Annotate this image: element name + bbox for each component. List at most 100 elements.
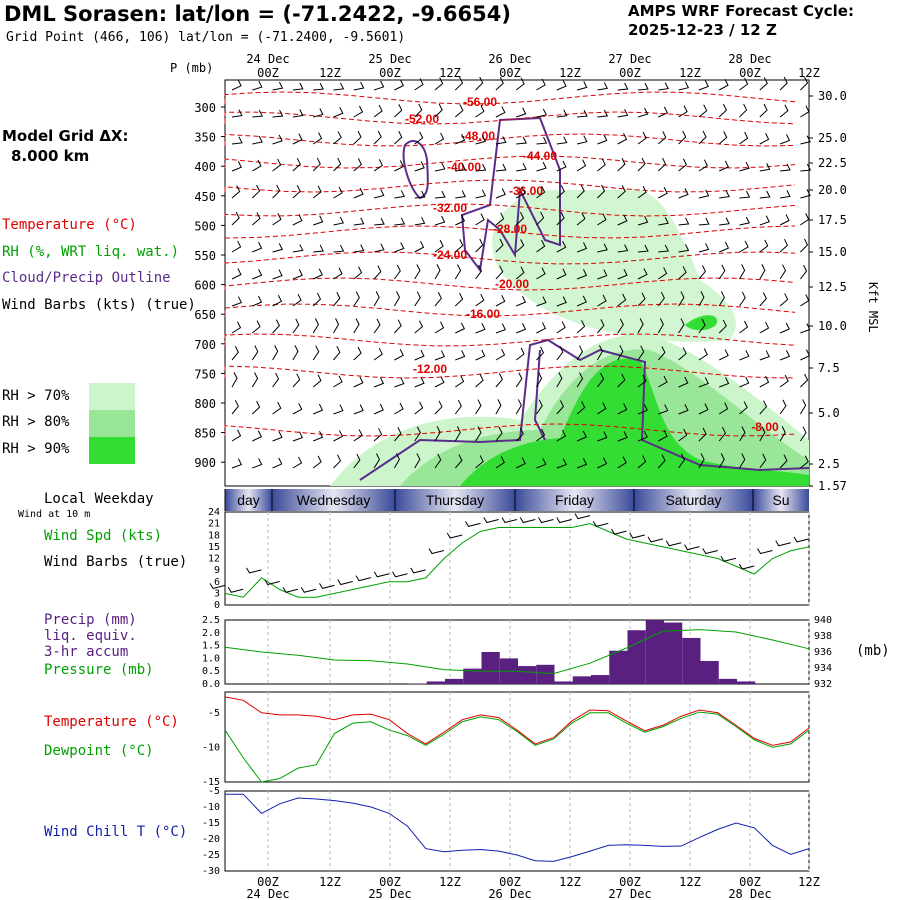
wind-barb [455,190,466,199]
wind-barb [373,80,385,91]
wind-barb [698,265,706,280]
bottom-date-label: 27 Dec [608,887,651,900]
wind-barb [617,157,626,172]
wind-barb [800,135,811,145]
wind-barb [495,188,506,199]
pressure-tick-label: 850 [194,427,216,441]
windchill-tick: -5 [208,786,220,797]
wind-barb [373,189,385,199]
wind-barb [576,159,587,172]
temperature-tick: -5 [208,708,220,719]
wind-barb [556,458,567,469]
wind-barb [353,158,363,172]
pressure-tick: 938 [814,631,832,642]
precip-bar [408,683,427,684]
precip-bar [737,681,756,684]
bottom-date-label: 24 Dec [246,887,289,900]
pressure-tick-label: 900 [194,456,216,470]
isotherm-line [224,133,796,147]
wind-barb [556,400,564,415]
wind-barb [353,404,364,415]
wind-barb [658,244,670,253]
wind-barb [780,163,791,172]
surface-wind-barb [720,555,737,562]
surface-wind-barb [209,583,226,589]
wind-barb [454,454,463,469]
wind-barb [252,135,263,145]
isotherm-label: -52.00 [405,112,439,126]
surface-wind-barb [702,548,718,555]
pressure-tick-label: 500 [194,219,216,233]
wind-barb [333,244,345,253]
precip-bar [664,622,683,684]
wind-barb [333,346,341,361]
wind-barb [637,107,649,118]
wind-barb [698,80,709,91]
wind-barb [678,81,690,91]
height-tick-label: 12.5 [818,280,847,294]
legend-temperature: Temperature (°C) [2,217,137,233]
wind-barb [292,109,304,118]
wind-barb [313,82,324,91]
wind-barb [333,131,342,145]
model-grid-value: 8.000 km [11,147,90,165]
precip-tick: 0.5 [202,666,220,677]
wind-barb [779,214,790,226]
wind-barb [779,374,789,388]
precip-tick: 2.0 [202,628,220,639]
wind-barb [495,348,506,361]
wind-barb [739,376,750,388]
wind-barb [394,377,405,388]
wind-barb [495,238,504,253]
wind-barb [658,82,669,91]
weekday-cell [395,489,515,511]
wind-barb [779,454,788,469]
wind-barb [739,190,751,199]
wind-barb [800,163,812,172]
wind-barb [678,376,689,388]
wind-barb [272,213,282,226]
wind-barb [556,429,567,442]
wind-barb [394,130,403,145]
wind-barb [373,428,383,442]
wind-barb [475,264,483,280]
wind-barb [617,293,627,307]
wind-barb [373,291,380,307]
wind-barb [678,217,690,226]
wind-barb [231,346,239,361]
wind-barb [536,428,546,442]
wind-barb [495,212,505,226]
wind-barb [536,322,547,334]
wind-barb [556,372,563,388]
windchill-line [225,793,810,862]
wind-barb [495,265,504,280]
wind-barb [312,185,322,199]
wind-barb [556,109,568,118]
wind-barb [393,453,400,469]
wind-barb [292,318,300,334]
wind-barb [333,404,344,415]
wind-barb [252,159,262,172]
top-hour-label: 00Z [739,66,761,80]
wind-barb [637,82,649,91]
wind-barb [475,374,484,388]
wind-barb [414,161,425,172]
wind-barb [353,244,365,253]
wind-barb [292,431,303,442]
surface-wind-barb [592,521,609,527]
weekday-label: Wednesday [297,492,371,508]
surface-wind-barb [428,548,445,555]
cloud-outline-3 [359,338,810,481]
pressure-tick: 940 [814,615,832,626]
isotherm-label: -20.00 [495,277,529,291]
pressure-tick-label: 300 [194,101,216,115]
wind-barb [576,295,587,307]
bottom-hour-label: 00Z [499,875,521,889]
wind-barb [617,214,628,226]
wind-barb [698,348,708,361]
surface-wind-barb [227,586,244,593]
wind-barb [251,345,259,361]
wind-barb [718,79,729,91]
pressure-tick: 934 [814,663,832,674]
wind-barb [759,77,768,91]
